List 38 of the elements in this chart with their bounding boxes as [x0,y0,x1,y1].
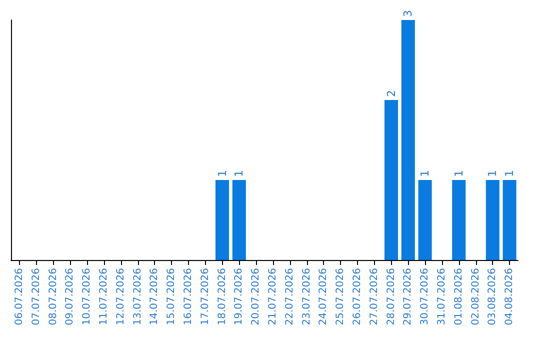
x-tick-label: 11.07.2026 [98,268,110,326]
x-tick-label: 08.07.2026 [48,268,59,326]
x-tick-label: 22.07.2026 [284,268,296,326]
data-label: 1 [216,170,229,177]
x-tick-label: 21.07.2026 [267,268,278,326]
x-tick-label: 17.07.2026 [200,268,211,326]
data-label: 1 [503,170,516,177]
x-tick-label: 13.07.2026 [132,268,144,326]
x-tick-label: 02.08.2026 [470,268,482,326]
x-tick-label: 14.07.2026 [149,268,160,326]
x-tick-label: 18.07.2026 [216,268,228,326]
data-label: 3 [402,10,415,17]
x-tick-label: 31.07.2026 [436,268,448,326]
x-tick-label: 07.07.2026 [30,268,42,326]
x-tick-label: 28.07.2026 [386,268,397,326]
x-tick-label: 09.07.2026 [64,268,76,326]
x-tick-label: 24.07.2026 [318,268,330,326]
x-tick-label: 30.07.2026 [420,268,431,326]
data-label: 1 [486,170,500,177]
x-tick-label: 16.07.2026 [182,268,194,326]
data-label: 1 [418,170,432,177]
data-label: 1 [232,170,246,177]
x-tick-label: 10.07.2026 [82,268,93,326]
data-label: 2 [384,90,398,97]
x-tick-label: 27.07.2026 [368,268,380,326]
data-label: 1 [452,170,466,177]
x-tick-label: 04.08.2026 [504,268,516,326]
x-tick-label: 06.07.2026 [14,268,25,326]
x-tick-label: 03.08.2026 [487,268,498,326]
x-tick-label: 23.07.2026 [301,268,312,326]
x-tick-label: 01.08.2026 [453,268,464,326]
x-tick-label: 29.07.2026 [402,268,414,326]
x-tick-label: 12.07.2026 [115,268,126,326]
x-tick-label: 26.07.2026 [352,268,363,326]
x-tick-label: 19.07.2026 [234,268,245,326]
x-tick-label: 15.07.2026 [166,268,178,326]
x-tick-label: 20.07.2026 [250,268,262,326]
x-tick-label: 25.07.2026 [335,268,346,326]
